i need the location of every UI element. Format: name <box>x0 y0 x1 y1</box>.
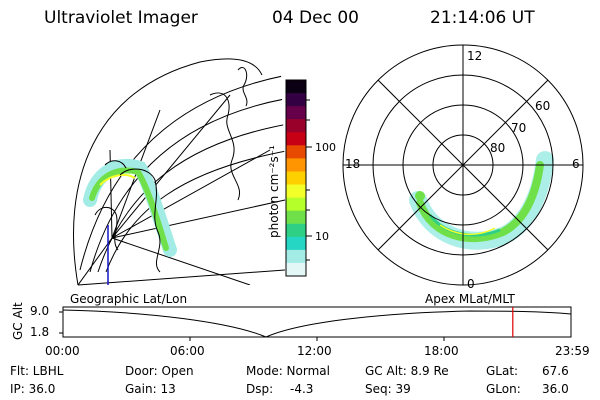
gc-alt-status: GC Alt: 8.9 Re <box>365 364 449 378</box>
time-tick-0600: 06:00 <box>170 344 205 358</box>
time-tick-0000: 00:00 <box>45 344 80 358</box>
dsp-value: -4.3 <box>290 382 314 396</box>
altitude-track <box>59 306 572 341</box>
date-label: 04 Dec 00 <box>272 8 359 28</box>
altitude-axis-title: GC Alt <box>11 302 25 340</box>
mlt-label-12: 12 <box>467 49 482 63</box>
door-status: Door: Open <box>125 364 194 378</box>
time-tick-1800: 18:00 <box>424 344 459 358</box>
mlt-label-0: 0 <box>467 277 475 291</box>
colorbar-unit: photon cm⁻²s⁻¹ <box>267 145 281 238</box>
time-tick-1200: 12:00 <box>297 344 332 358</box>
colorbar-segment <box>286 145 306 159</box>
app-title: Ultraviolet Imager <box>44 8 198 28</box>
colorbar-segment <box>286 236 306 251</box>
glat-label: GLat: <box>486 364 519 378</box>
colorbar-segment <box>286 197 306 212</box>
colorbar-segment <box>286 210 306 225</box>
polar-aurora <box>409 151 554 250</box>
dsp-label: Dsp: <box>246 382 274 396</box>
lat-label-80: 80 <box>490 141 505 155</box>
colorbar-segment <box>286 249 306 264</box>
mlt-label-6: 6 <box>572 157 580 171</box>
mode-status: Mode: Normal <box>246 364 330 378</box>
colorbar-segment <box>286 80 306 94</box>
ip-status: IP: 36.0 <box>10 382 56 396</box>
colorbar-segment <box>286 262 306 277</box>
polar-plot-label: Apex MLat/MLT <box>425 292 515 306</box>
colorbar-segment <box>286 119 306 133</box>
lat-label-60: 60 <box>535 99 550 113</box>
glat-value: 67.6 <box>542 364 569 378</box>
colorbar-segment <box>286 132 306 146</box>
alt-tick-9: 9.0 <box>30 304 50 318</box>
colorbar-segment <box>286 93 306 107</box>
flt-status: Flt: LBHL <box>10 364 64 378</box>
glon-value: 36.0 <box>542 382 569 396</box>
colorbar-tick-10: 10 <box>315 230 329 243</box>
colorbar-segment <box>286 158 306 172</box>
lat-label-70: 70 <box>511 121 526 135</box>
mlt-label-18: 18 <box>345 157 360 171</box>
time-tick-2359: 23:59 <box>555 344 590 358</box>
geo-aurora <box>83 158 177 257</box>
colorbar-segment <box>286 171 306 186</box>
colorbar <box>285 79 312 277</box>
glon-label: GLon: <box>486 382 521 396</box>
alt-tick-1-8: 1.8 <box>30 325 50 339</box>
colorbar-segment <box>286 106 306 120</box>
polar-plot <box>342 44 584 286</box>
geo-map <box>72 58 290 286</box>
colorbar-segment <box>286 184 306 199</box>
colorbar-tick-100: 100 <box>315 141 336 154</box>
colorbar-segment <box>286 223 306 238</box>
gain-status: Gain: 13 <box>125 382 176 396</box>
seq-status: Seq: 39 <box>365 382 411 396</box>
geo-plot-label: Geographic Lat/Lon <box>70 292 188 306</box>
time-label: 21:14:06 UT <box>430 8 535 28</box>
